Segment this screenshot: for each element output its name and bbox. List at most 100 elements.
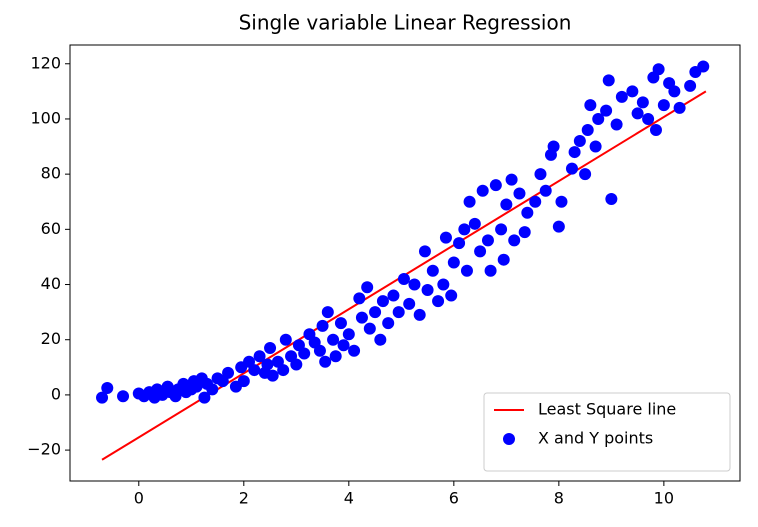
y-tick-label: 80: [41, 164, 61, 183]
point: [697, 60, 710, 73]
point: [266, 369, 279, 382]
point: [460, 264, 473, 277]
point: [248, 364, 261, 377]
point: [264, 341, 277, 354]
point: [382, 317, 395, 330]
point: [101, 382, 114, 395]
x-tick-label: 6: [449, 489, 459, 508]
point: [327, 333, 340, 346]
point: [413, 308, 426, 321]
point: [353, 292, 366, 305]
y-tick-label: 40: [41, 274, 61, 293]
point: [277, 364, 290, 377]
point: [497, 253, 510, 266]
point: [334, 317, 347, 330]
point: [547, 140, 560, 153]
point: [369, 306, 382, 319]
point: [657, 99, 670, 112]
point: [348, 344, 361, 357]
point: [447, 256, 460, 269]
point: [481, 234, 494, 247]
point: [615, 90, 628, 103]
point: [453, 237, 466, 250]
plot-frame: [69, 44, 741, 482]
point: [408, 278, 421, 291]
point: [421, 284, 434, 297]
point: [476, 184, 489, 197]
point: [361, 281, 374, 294]
point: [592, 112, 605, 125]
point: [321, 306, 334, 319]
x-tick-label: 10: [654, 489, 674, 508]
point: [437, 278, 450, 291]
point: [463, 195, 476, 208]
point: [439, 231, 452, 244]
legend-box: [483, 392, 731, 472]
point: [605, 192, 618, 205]
point: [298, 347, 311, 360]
legend-label: Least Square line: [538, 400, 676, 419]
point: [684, 79, 697, 92]
point: [432, 295, 445, 308]
point: [374, 333, 387, 346]
point: [565, 162, 578, 175]
point: [418, 245, 431, 258]
point: [445, 289, 458, 302]
point: [552, 220, 565, 233]
point: [261, 358, 274, 371]
point: [500, 198, 513, 211]
point: [584, 99, 597, 112]
y-tick-label: 120: [30, 53, 61, 72]
point: [508, 234, 521, 247]
x-tick-label: 2: [239, 489, 249, 508]
point: [117, 390, 130, 403]
point: [290, 358, 303, 371]
point: [573, 135, 586, 148]
point: [579, 168, 592, 181]
point: [495, 223, 508, 236]
y-tick-label: −20: [27, 440, 61, 459]
point: [319, 355, 332, 368]
x-tick-label: 0: [134, 489, 144, 508]
point: [458, 223, 471, 236]
point: [237, 375, 250, 388]
point: [474, 245, 487, 258]
point: [521, 206, 534, 219]
point: [539, 184, 552, 197]
point: [363, 322, 376, 335]
point: [376, 295, 389, 308]
point: [555, 195, 568, 208]
point: [337, 339, 350, 352]
point: [206, 383, 219, 396]
point: [668, 85, 681, 98]
point: [342, 328, 355, 341]
point: [529, 195, 542, 208]
point: [642, 112, 655, 125]
point: [313, 344, 326, 357]
point: [279, 333, 292, 346]
point: [652, 63, 665, 76]
y-tick-label: 0: [51, 384, 61, 403]
point: [518, 226, 531, 239]
point: [636, 96, 649, 109]
point: [316, 319, 329, 332]
point: [581, 123, 594, 136]
point: [602, 74, 615, 87]
point: [513, 187, 526, 200]
legend-swatch: [503, 433, 515, 445]
point: [392, 306, 405, 319]
point: [426, 264, 439, 277]
point: [96, 391, 109, 404]
point: [387, 289, 400, 302]
chart-title: Single variable Linear Regression: [239, 11, 572, 35]
point: [610, 118, 623, 131]
point: [329, 350, 342, 363]
point: [198, 391, 211, 404]
point: [222, 366, 235, 379]
y-tick-label: 60: [41, 219, 61, 238]
point: [403, 297, 416, 310]
point: [631, 107, 644, 120]
point: [600, 104, 613, 117]
point: [253, 350, 266, 363]
